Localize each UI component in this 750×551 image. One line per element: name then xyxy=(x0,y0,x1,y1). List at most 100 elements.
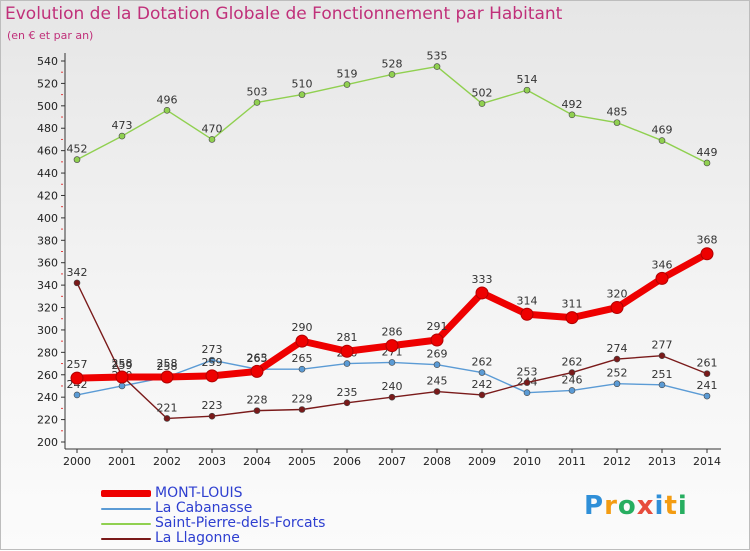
y-tick-label: 300 xyxy=(37,324,58,337)
legend-item: MONT-LOUIS xyxy=(101,485,401,501)
data-point xyxy=(478,391,486,399)
data-point xyxy=(523,379,531,386)
x-tick-label: 2005 xyxy=(288,455,316,468)
data-point xyxy=(523,389,531,396)
data-label: 342 xyxy=(67,266,88,279)
data-point xyxy=(520,307,534,321)
y-tick-label: 460 xyxy=(37,145,58,158)
logo-letter: r xyxy=(604,491,618,521)
data-label: 314 xyxy=(517,294,538,307)
y-tick-label: 520 xyxy=(37,77,58,90)
legend-swatch xyxy=(101,523,151,525)
legend-label: La Llagonne xyxy=(155,530,240,546)
data-label: 502 xyxy=(472,87,493,100)
data-point xyxy=(70,371,84,385)
data-point xyxy=(430,333,444,347)
data-label: 277 xyxy=(652,339,673,352)
y-tick-label: 440 xyxy=(37,167,58,180)
data-point xyxy=(163,107,171,114)
data-label: 269 xyxy=(427,348,448,361)
data-label: 514 xyxy=(517,73,538,86)
data-label: 258 xyxy=(157,360,178,373)
x-tick-label: 2000 xyxy=(63,455,91,468)
y-tick-label: 240 xyxy=(37,391,58,404)
data-label: 228 xyxy=(247,394,268,407)
data-point xyxy=(208,136,216,143)
data-point xyxy=(703,159,711,167)
x-tick-label: 2003 xyxy=(198,455,226,468)
data-point xyxy=(160,370,174,384)
data-point xyxy=(253,99,261,106)
logo-letter: i xyxy=(654,491,665,521)
data-point xyxy=(163,415,171,422)
data-point xyxy=(475,286,489,300)
data-label: 281 xyxy=(337,331,358,344)
x-tick-label: 2011 xyxy=(558,455,586,468)
data-label: 496 xyxy=(157,93,178,106)
legend-item: La Cabanasse xyxy=(101,500,401,516)
y-tick-label: 320 xyxy=(37,302,58,315)
data-label: 253 xyxy=(517,366,538,379)
data-label: 229 xyxy=(292,393,313,406)
data-label: 240 xyxy=(382,380,403,393)
data-point xyxy=(568,369,576,376)
data-label: 311 xyxy=(562,298,583,311)
legend: MONT-LOUIS La Cabanasse Saint-Pierre-dels-… xyxy=(101,485,401,546)
data-label: 262 xyxy=(562,356,583,369)
data-label: 259 xyxy=(202,356,223,369)
data-label: 449 xyxy=(697,146,718,159)
data-point xyxy=(568,111,576,119)
data-point xyxy=(433,388,441,395)
chart-title: Evolution de la Dotation Globale de Fonc… xyxy=(5,4,563,24)
data-label: 535 xyxy=(427,50,448,63)
data-label: 273 xyxy=(202,343,223,356)
y-tick-label: 360 xyxy=(37,257,58,270)
data-point xyxy=(478,369,486,376)
data-point xyxy=(298,406,306,413)
data-label: 235 xyxy=(337,386,358,399)
y-tick-label: 340 xyxy=(37,279,58,292)
data-label: 320 xyxy=(607,288,628,301)
data-label: 265 xyxy=(292,352,313,365)
data-point xyxy=(703,392,711,400)
y-tick-label: 280 xyxy=(37,346,58,359)
legend-item: Saint-Pierre-dels-Forcats xyxy=(101,515,401,531)
data-point xyxy=(298,91,306,98)
data-point xyxy=(568,387,576,394)
data-label: 286 xyxy=(382,326,403,339)
data-point xyxy=(295,334,309,348)
legend-item: La Llagonne xyxy=(101,530,401,546)
y-tick-label: 220 xyxy=(37,414,58,427)
data-point xyxy=(250,364,264,378)
data-label: 242 xyxy=(472,378,493,391)
data-label: 485 xyxy=(607,106,628,119)
data-point xyxy=(298,365,306,373)
legend-label: MONT-LOUIS xyxy=(155,485,243,501)
data-point xyxy=(340,344,354,358)
data-point xyxy=(208,412,216,420)
y-tick-label: 400 xyxy=(37,212,58,225)
data-point xyxy=(118,132,126,140)
data-point xyxy=(565,311,579,325)
x-tick-label: 2007 xyxy=(378,455,406,468)
data-label: 263 xyxy=(247,351,268,364)
data-label: 258 xyxy=(157,357,178,370)
x-tick-label: 2008 xyxy=(423,455,451,468)
data-label: 257 xyxy=(67,358,88,371)
data-point xyxy=(388,359,396,366)
data-point xyxy=(613,119,621,126)
x-tick-label: 2010 xyxy=(513,455,541,468)
x-tick-label: 2006 xyxy=(333,455,361,468)
data-label: 510 xyxy=(292,78,313,91)
data-point xyxy=(700,247,714,261)
logo-letter: i xyxy=(677,491,688,521)
data-label: 290 xyxy=(292,321,313,334)
logo-letter: P xyxy=(584,491,605,521)
data-label: 452 xyxy=(67,143,88,156)
y-tick-label: 480 xyxy=(37,122,58,135)
data-point xyxy=(205,369,219,383)
y-tick-label: 420 xyxy=(37,189,58,202)
legend-label: La Cabanasse xyxy=(155,500,253,516)
data-point xyxy=(388,393,396,401)
data-point xyxy=(478,100,486,107)
